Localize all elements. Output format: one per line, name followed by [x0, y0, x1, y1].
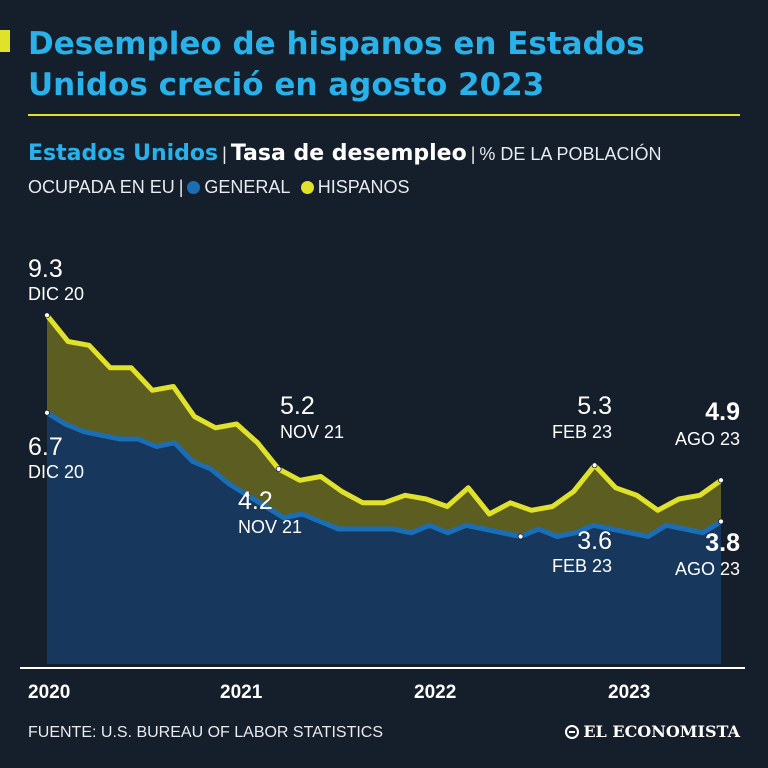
line-general	[45, 410, 723, 539]
publisher-logo: EL ECONOMISTA	[565, 722, 740, 741]
logo-mark-icon	[565, 724, 580, 739]
chart-subtitle: Estados Unidos | Tasa de desempleo |% DE LA…	[28, 137, 748, 204]
date-label-his-dic20: DIC 20	[28, 284, 84, 304]
legend-item-hispanos: HISPANOS	[300, 177, 410, 197]
marker-gen-feb23	[517, 533, 524, 540]
marker-his-ago23	[718, 477, 724, 484]
source-note: FUENTE: U.S. BUREAU OF LABOR STATISTICS	[28, 724, 384, 741]
area-general	[47, 412, 721, 664]
value-label-his-feb23: 5.3	[577, 392, 612, 420]
subtitle-country: Estados Unidos	[28, 141, 219, 166]
marker-gen-nov21	[244, 492, 251, 499]
title-rule	[28, 114, 740, 116]
x-tick-label: 2023	[608, 682, 650, 703]
subtitle-separator: |	[222, 144, 227, 164]
date-label-his-ago23: AGO 23	[675, 429, 740, 449]
date-label-his-feb23: FEB 23	[552, 422, 612, 442]
legend-dot-general	[187, 181, 201, 194]
legend-label-hispanos: HISPANOS	[317, 177, 410, 197]
value-label-his-dic20: 9.3	[28, 255, 63, 283]
date-label-his-nov21: NOV 21	[280, 422, 344, 442]
chart-title: Desempleo de hispanos en Estados Unidos …	[28, 26, 645, 103]
value-label-gen-nov21: 4.2	[238, 487, 273, 515]
subtitle-unit: % DE LA POBLACIÓN OCUPADA EN EU	[28, 144, 662, 197]
marker-gen-dic20	[44, 409, 50, 416]
value-label-gen-ago23: 3.8	[705, 529, 740, 557]
subtitle-separator: |	[178, 177, 184, 197]
value-label-his-ago23: 4.9	[705, 398, 740, 426]
legend-item-general: GENERAL	[187, 177, 290, 197]
line-hispanos	[45, 313, 723, 517]
date-label-gen-nov21: NOV 21	[238, 517, 302, 537]
value-label-gen-dic20: 6.7	[28, 433, 63, 461]
x-tick-label: 2020	[28, 682, 70, 703]
value-label-his-nov21: 5.2	[280, 392, 315, 420]
publisher-name: EL ECONOMISTA	[583, 722, 740, 741]
legend-dot-hispanos	[300, 181, 314, 194]
legend-label-general: GENERAL	[204, 177, 290, 197]
x-tick-label: 2021	[220, 682, 263, 703]
date-label-gen-feb23: FEB 23	[552, 556, 612, 576]
date-label-gen-ago23: AGO 23	[675, 559, 740, 579]
marker-his-feb23	[591, 462, 598, 469]
subtitle-metric: Tasa de desempleo	[230, 141, 467, 166]
value-label-gen-feb23: 3.6	[577, 527, 612, 555]
subtitle-separator: |	[470, 144, 476, 164]
marker-gen-ago23	[718, 518, 724, 525]
marker-his-nov21	[275, 466, 282, 472]
title-accent-bar	[0, 30, 10, 52]
x-tick-label: 2022	[414, 682, 456, 703]
date-label-gen-dic20: DIC 20	[28, 462, 84, 482]
marker-his-dic20	[44, 312, 50, 319]
